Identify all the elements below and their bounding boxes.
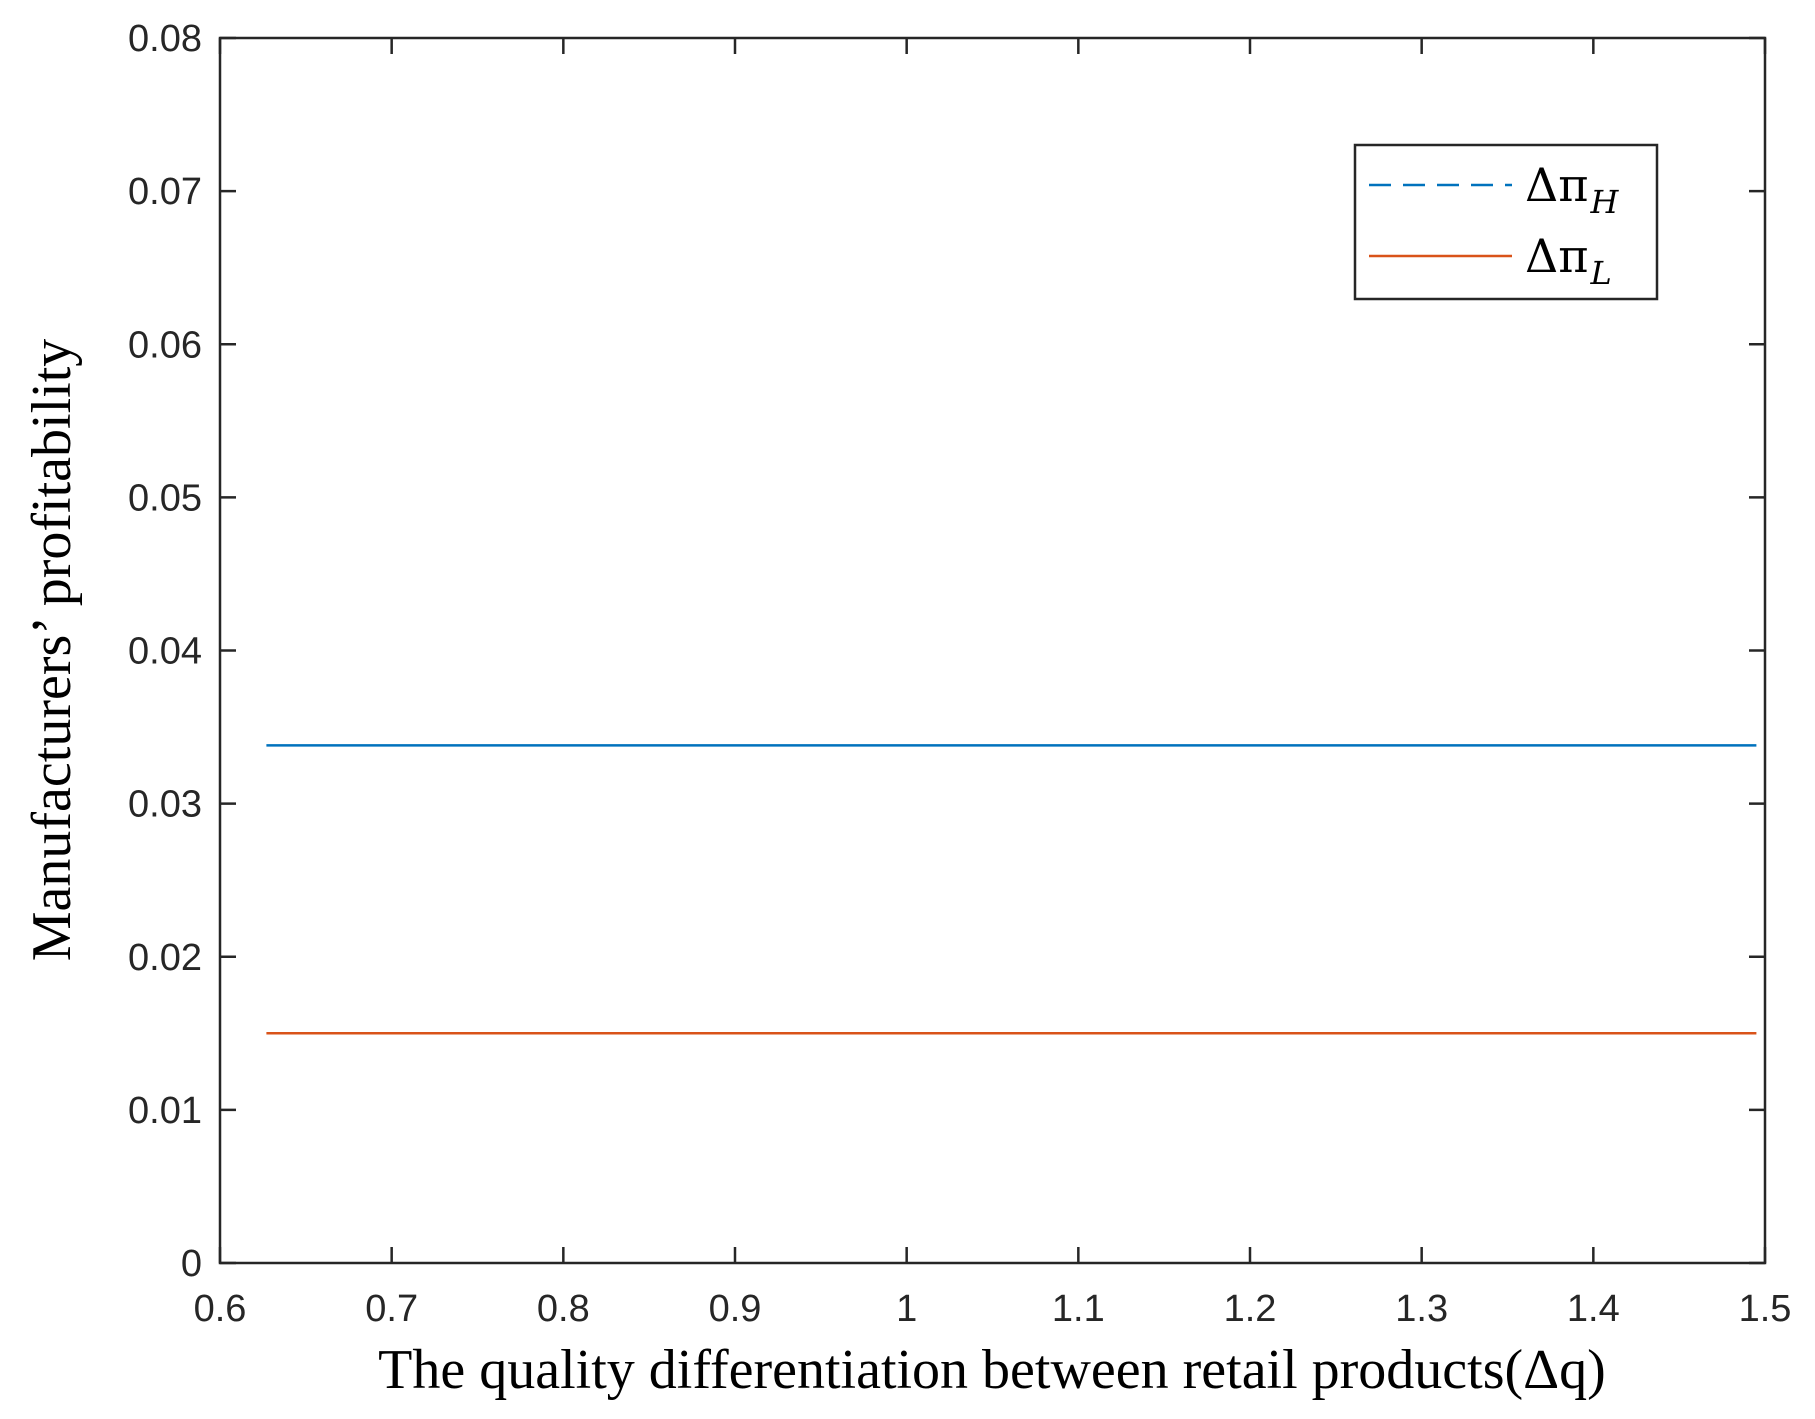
x-axis-ticks: 0.6 0.7 0.8 0.9 1 1.1 1.2 1.3 1.4 1.5 <box>194 38 1792 1330</box>
y-tick-label: 0.06 <box>128 324 202 366</box>
y-tick-label: 0.07 <box>128 171 202 213</box>
legend-box <box>1353 143 1659 301</box>
legend: ΔπH ΔπL <box>1353 143 1659 301</box>
x-tick-label: 0.9 <box>709 1288 762 1330</box>
x-tick-label: 1.5 <box>1739 1288 1792 1330</box>
y-tick-label: 0.08 <box>128 18 202 60</box>
y-tick-label: 0.04 <box>128 631 202 673</box>
series-layer <box>266 744 1757 1035</box>
x-tick-label: 0.8 <box>537 1288 590 1330</box>
x-tick-label: 1.4 <box>1567 1288 1620 1330</box>
x-tick-label: 0.6 <box>194 1288 247 1330</box>
legend-label-delta-pi-h: ΔπH <box>1525 158 1619 221</box>
y-axis-ticks: 0 0.01 0.02 0.03 0.04 0.05 0.06 0.07 0.08 <box>128 18 1765 1285</box>
y-tick-label: 0.03 <box>128 784 202 826</box>
y-tick-label: 0.02 <box>128 937 202 979</box>
x-tick-label: 1.1 <box>1052 1288 1105 1330</box>
legend-label-delta-pi-l: ΔπL <box>1525 229 1612 292</box>
y-tick-label: 0.01 <box>128 1090 202 1132</box>
x-tick-label: 1.2 <box>1224 1288 1277 1330</box>
y-axis-title: Manufacturers’ profitability <box>21 339 83 962</box>
y-tick-label: 0 <box>181 1243 202 1285</box>
x-tick-label: 1.3 <box>1395 1288 1448 1330</box>
x-axis-title: The quality differentiation between reta… <box>378 1339 1606 1401</box>
y-tick-label: 0.05 <box>128 477 202 519</box>
x-tick-label: 1 <box>896 1288 917 1330</box>
x-tick-label: 0.7 <box>365 1288 418 1330</box>
